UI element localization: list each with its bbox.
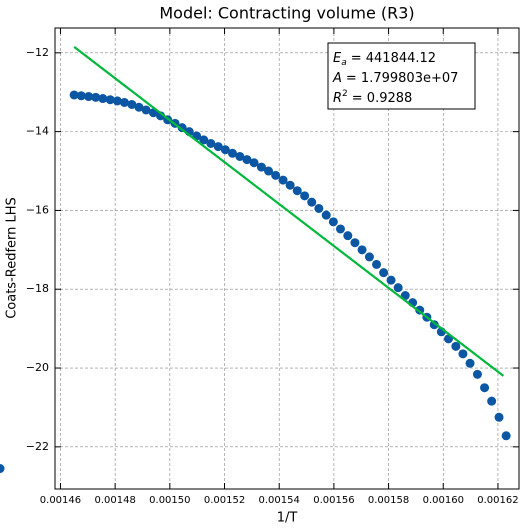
point xyxy=(343,231,353,241)
point xyxy=(501,431,511,441)
point xyxy=(379,268,389,278)
y-tick-label: −22 xyxy=(26,440,49,453)
point xyxy=(242,155,252,165)
point xyxy=(98,94,108,104)
point xyxy=(220,145,230,155)
y-tick-label: −16 xyxy=(26,203,49,216)
point xyxy=(112,96,122,106)
annotation-symbol: E xyxy=(333,51,342,66)
annotation-symbol: R xyxy=(333,91,342,106)
y-tick-label: −20 xyxy=(26,361,49,374)
point xyxy=(76,91,86,101)
annotation-line: R2 = 0.9288 xyxy=(333,89,412,106)
point xyxy=(119,97,129,107)
point xyxy=(364,252,374,262)
point xyxy=(285,180,295,190)
point xyxy=(264,166,274,176)
x-tick-label: 0.00156 xyxy=(313,495,354,506)
chart-title: Model: Contracting volume (R3) xyxy=(159,4,414,23)
point xyxy=(335,224,345,234)
point xyxy=(177,123,187,133)
point xyxy=(271,170,281,180)
point xyxy=(451,341,461,351)
point xyxy=(134,102,144,112)
point xyxy=(307,197,317,207)
annotation-value: = 441844.12 xyxy=(351,51,436,66)
y-axis-label: Coats-Redfern LHS xyxy=(5,197,20,319)
point xyxy=(494,412,504,422)
annotation-line: Ea = 441844.12 xyxy=(333,51,436,68)
point xyxy=(292,186,302,196)
point xyxy=(393,283,403,293)
point xyxy=(91,92,101,102)
x-tick-label: 0.00154 xyxy=(259,495,300,506)
x-tick-label: 0.00148 xyxy=(94,495,135,506)
point xyxy=(487,396,497,406)
point xyxy=(372,259,382,269)
point xyxy=(300,191,310,201)
point xyxy=(0,464,5,474)
point xyxy=(206,138,216,148)
x-tick-label: 0.00150 xyxy=(149,495,190,506)
point xyxy=(199,135,209,145)
annotation-value: = 0.9288 xyxy=(352,91,413,106)
point xyxy=(458,349,468,359)
point xyxy=(235,151,245,161)
point xyxy=(465,358,475,368)
point xyxy=(480,383,490,393)
point xyxy=(84,92,94,102)
point xyxy=(357,245,367,255)
point xyxy=(249,158,259,168)
point xyxy=(472,369,482,379)
annotation-value: = 1.799803e+07 xyxy=(346,71,459,86)
x-tick-label: 0.00158 xyxy=(368,495,409,506)
annotation-superscript: 2 xyxy=(342,89,348,99)
point xyxy=(278,175,288,185)
plot-frame xyxy=(54,27,520,490)
point xyxy=(256,162,266,172)
point xyxy=(314,203,324,213)
point xyxy=(328,217,338,227)
x-tick-label: 0.00152 xyxy=(204,495,245,506)
point xyxy=(105,95,115,105)
y-tick-label: −12 xyxy=(26,46,49,59)
point xyxy=(321,210,331,220)
point xyxy=(213,142,223,152)
point xyxy=(227,148,237,158)
annotation-line: A = 1.799803e+07 xyxy=(332,71,458,86)
y-tick-label: −18 xyxy=(26,282,49,295)
fit-line xyxy=(73,46,505,377)
point xyxy=(141,105,151,115)
x-axis-label: 1/T xyxy=(277,511,298,526)
annotation-symbol: A xyxy=(332,71,342,86)
annotation-subscript: a xyxy=(341,58,347,68)
x-tick-label: 0.00162 xyxy=(477,495,518,506)
annotation-box xyxy=(327,42,476,110)
point xyxy=(386,275,396,285)
point xyxy=(69,90,79,100)
x-tick-label: 0.00146 xyxy=(40,495,81,506)
point xyxy=(350,238,360,248)
x-tick-label: 0.00160 xyxy=(423,495,464,506)
y-tick-label: −14 xyxy=(26,125,49,138)
point xyxy=(127,99,137,109)
